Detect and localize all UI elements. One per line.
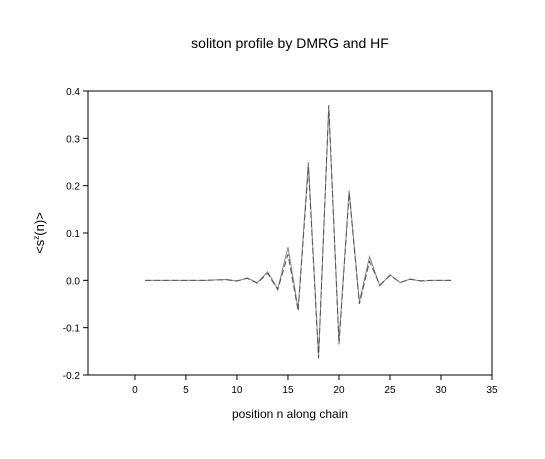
y-label-base: <s [32,239,47,254]
x-tick-label: 10 [231,385,243,396]
y-label-rest: (n)> [32,212,47,235]
x-tick-label: 25 [384,385,396,396]
y-tick-label: 0.2 [66,182,80,193]
y-tick-label: -0.2 [63,371,81,382]
x-axis-label: position n along chain [232,407,348,421]
x-tick-label: 5 [183,385,189,396]
y-label-sup: z [32,236,41,240]
x-tick-label: 20 [333,385,345,396]
x-tick-label: 35 [486,385,498,396]
plot-frame [87,90,493,376]
y-tick-label: -0.1 [63,324,81,335]
x-tick-label: 30 [435,385,447,396]
y-tick-label: 0.1 [66,229,80,240]
x-tick-label: 0 [132,385,138,396]
y-axis-label: <sz(n)> [32,212,47,254]
y-tick-label: 0.4 [66,87,80,98]
chart-title: soliton profile by DMRG and HF [191,35,389,51]
series-line [145,105,452,359]
y-tick-label: 0.0 [66,276,80,287]
y-tick-label: 0.3 [66,134,80,145]
x-tick-label: 15 [282,385,294,396]
series-line [145,107,452,357]
